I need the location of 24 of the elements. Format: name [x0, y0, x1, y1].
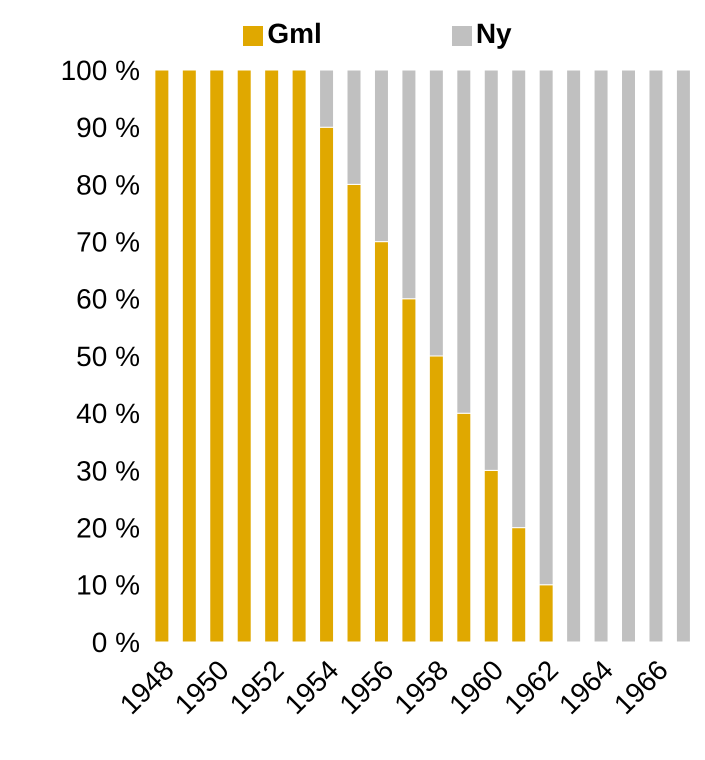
- bar: [621, 70, 636, 642]
- legend-label: Gml: [267, 18, 322, 49]
- bar: [292, 70, 307, 642]
- bar: [264, 70, 280, 642]
- y-tick-label: 30 %: [76, 455, 140, 486]
- bar: [566, 70, 582, 642]
- bar: [154, 70, 170, 642]
- y-tick-label: 60 %: [76, 284, 140, 315]
- y-tick-label: 0 %: [92, 626, 140, 658]
- y-tick-label: 90 %: [76, 112, 140, 144]
- bar: [182, 70, 197, 642]
- y-tick-label: 100 %: [60, 54, 140, 86]
- y-tick-label: 20 %: [76, 512, 140, 544]
- y-tick-label: 50 %: [76, 340, 140, 372]
- bar: [209, 70, 224, 642]
- y-tick-label: 10 %: [76, 570, 140, 601]
- y-tick-label: 70 %: [76, 226, 140, 258]
- legend-label: Ny: [476, 18, 512, 49]
- bar: [676, 70, 691, 642]
- bar: [236, 70, 252, 642]
- bar: [594, 70, 609, 642]
- y-tick-label: 40 %: [76, 398, 140, 430]
- y-tick-label: 80 %: [76, 169, 140, 200]
- bar: [648, 70, 664, 642]
